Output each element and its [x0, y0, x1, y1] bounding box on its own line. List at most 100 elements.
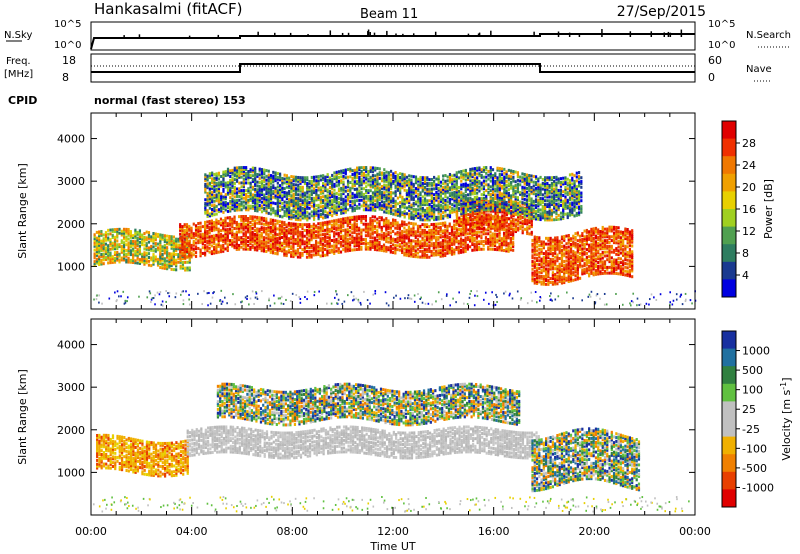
echo-cell — [240, 192, 243, 196]
echo-cell — [624, 235, 627, 239]
echo-cell — [100, 231, 103, 235]
echo-cell — [335, 243, 338, 247]
echo-cell — [281, 194, 284, 198]
echo-cell — [213, 188, 216, 192]
echo-cell — [122, 245, 126, 249]
echo-cell — [389, 250, 392, 254]
echo-cell — [258, 169, 261, 173]
echo-cell — [109, 257, 112, 261]
echo-cell — [208, 231, 211, 235]
echo-cell — [533, 279, 536, 283]
echo-cell — [615, 233, 618, 237]
echo-cell — [563, 273, 566, 277]
echo-cell — [231, 217, 234, 221]
echo-cell — [249, 228, 252, 232]
echo-cell — [631, 275, 634, 279]
echo-cell — [303, 180, 307, 184]
echo-cell — [274, 242, 277, 246]
echo-cell — [222, 178, 225, 182]
echo-cell — [263, 201, 266, 205]
echo-cell — [526, 228, 529, 232]
echo-cell — [356, 206, 359, 210]
echo-cell — [197, 222, 200, 226]
echo-cell — [333, 207, 336, 211]
echo-cell — [624, 229, 627, 233]
echo-cell — [335, 212, 338, 216]
echo-cell — [585, 267, 588, 271]
echo-cell — [299, 253, 302, 257]
echo-cell — [535, 272, 539, 276]
echo-cell — [242, 243, 245, 247]
echo-cell — [403, 247, 406, 251]
echo-cell — [215, 251, 218, 255]
echo-cell — [378, 237, 381, 241]
echo-cell — [265, 217, 268, 221]
echo-cell — [326, 213, 329, 217]
echo-cell — [109, 251, 112, 255]
echo-cell — [283, 230, 286, 234]
echo-cell — [396, 238, 399, 242]
echo-cell — [480, 221, 484, 225]
echo-cell — [538, 263, 541, 267]
echo-cell — [437, 235, 440, 239]
echo-cell — [154, 259, 157, 263]
echo-cell — [251, 201, 255, 205]
echo-cell — [256, 248, 259, 252]
echo-cell — [547, 282, 550, 286]
echo-cell — [306, 214, 309, 218]
echo-cell — [428, 230, 431, 234]
echo-cell — [432, 232, 435, 236]
echo-cell — [272, 211, 275, 215]
echo-cell — [132, 239, 135, 243]
echo-cell — [233, 201, 236, 205]
echo-cell — [310, 189, 313, 193]
echo-cell — [231, 184, 234, 188]
echo-cell — [528, 220, 531, 224]
echo-cell — [367, 177, 370, 181]
echo-cell — [262, 247, 266, 251]
echo-cell — [188, 234, 191, 238]
echo-cell — [601, 252, 604, 256]
echo-cell — [551, 252, 555, 256]
echo-cell — [526, 220, 529, 224]
echo-cell — [310, 234, 313, 238]
echo-cell — [574, 262, 577, 266]
echo-cell — [324, 177, 327, 181]
echo-cell — [501, 220, 504, 224]
echo-cell — [466, 243, 469, 247]
echo-cell — [373, 225, 377, 229]
echo-cell — [547, 279, 550, 283]
echo-cell — [170, 256, 173, 260]
echo-cell — [213, 172, 216, 176]
echo-cell — [460, 218, 463, 222]
echo-cell — [460, 214, 463, 218]
echo-cell — [337, 175, 341, 179]
echo-cell — [100, 249, 103, 253]
echo-cell — [355, 248, 358, 252]
echo-cell — [256, 195, 259, 199]
echo-cell — [412, 249, 415, 253]
echo-cell — [211, 213, 214, 217]
echo-cell — [567, 235, 570, 239]
echo-cell — [628, 236, 632, 240]
echo-cell — [574, 266, 577, 270]
echo-cell — [324, 234, 327, 238]
echo-cell — [385, 222, 388, 226]
echo-cell — [213, 224, 216, 228]
echo-cell — [113, 237, 117, 241]
echo-cell — [127, 258, 130, 262]
echo-cell — [444, 232, 447, 236]
echo-cell — [147, 234, 151, 238]
nsearch-label: N.Search — [746, 30, 791, 41]
echo-cell — [296, 232, 300, 236]
echo-cell — [355, 240, 358, 244]
echo-cell — [172, 241, 175, 245]
echo-cell — [489, 238, 492, 242]
echo-cell — [464, 236, 467, 240]
echo-cell — [253, 223, 257, 227]
echo-cell — [229, 171, 232, 175]
echo-cell — [523, 227, 527, 231]
echo-cell — [558, 278, 561, 282]
echo-cell — [462, 248, 465, 252]
echo-cell — [111, 258, 114, 262]
